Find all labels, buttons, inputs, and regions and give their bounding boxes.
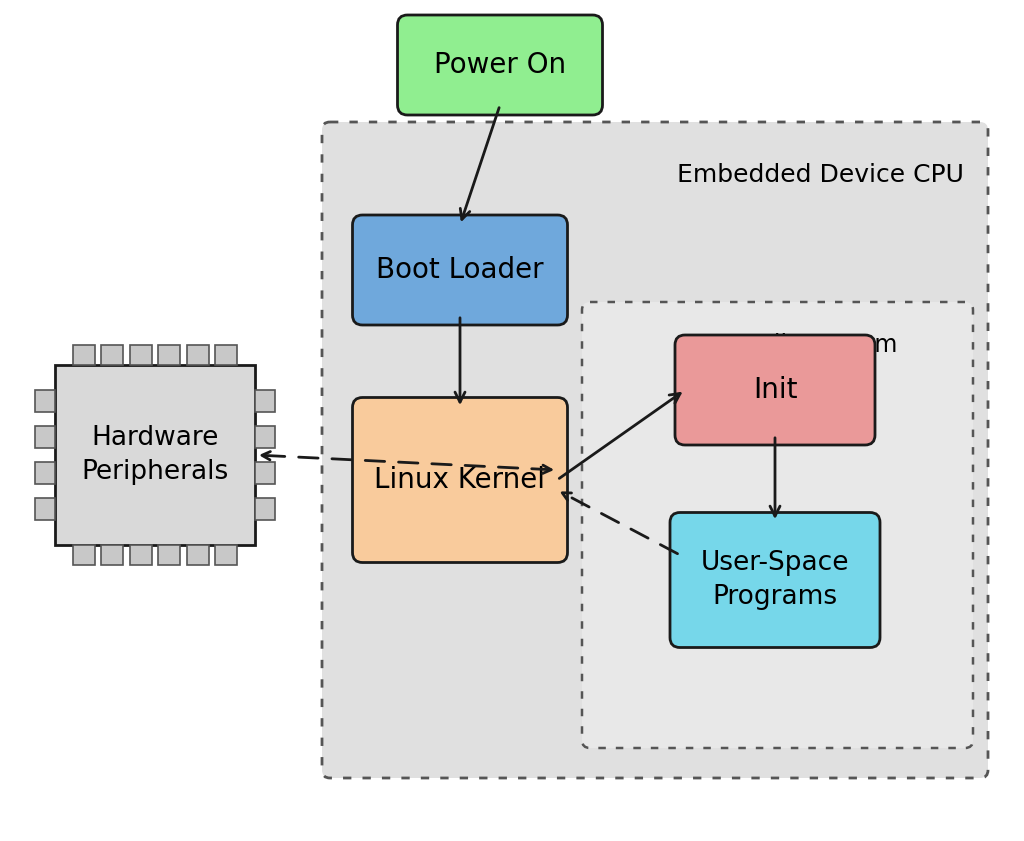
Text: Embedded Device CPU: Embedded Device CPU (677, 163, 964, 187)
Text: Boot Loader: Boot Loader (376, 256, 544, 284)
Bar (255, 498, 275, 520)
Bar (215, 345, 238, 365)
FancyBboxPatch shape (352, 398, 567, 563)
Bar (255, 390, 275, 412)
Bar (35, 390, 55, 412)
Bar (73, 545, 94, 565)
FancyBboxPatch shape (322, 122, 988, 778)
FancyBboxPatch shape (352, 215, 567, 325)
Bar (35, 426, 55, 448)
Bar (186, 545, 209, 565)
Bar (255, 426, 275, 448)
Text: File System: File System (762, 333, 898, 357)
FancyBboxPatch shape (670, 512, 880, 648)
FancyBboxPatch shape (675, 335, 874, 445)
Bar (101, 345, 123, 365)
Bar (255, 462, 275, 484)
Bar (159, 345, 180, 365)
Bar (130, 545, 152, 565)
Bar (101, 545, 123, 565)
Bar (35, 498, 55, 520)
Bar (186, 345, 209, 365)
Bar (215, 545, 238, 565)
Bar (159, 545, 180, 565)
Text: Hardware
Peripherals: Hardware Peripherals (81, 425, 228, 485)
Text: Init: Init (753, 376, 798, 404)
Bar (55, 365, 255, 545)
FancyBboxPatch shape (582, 302, 973, 748)
Text: User-Space
Programs: User-Space Programs (700, 550, 849, 610)
FancyBboxPatch shape (397, 15, 602, 115)
Bar (130, 345, 152, 365)
Bar (35, 462, 55, 484)
Text: Power On: Power On (434, 51, 566, 79)
Text: Linux Kernel: Linux Kernel (375, 466, 546, 494)
Bar (73, 345, 94, 365)
